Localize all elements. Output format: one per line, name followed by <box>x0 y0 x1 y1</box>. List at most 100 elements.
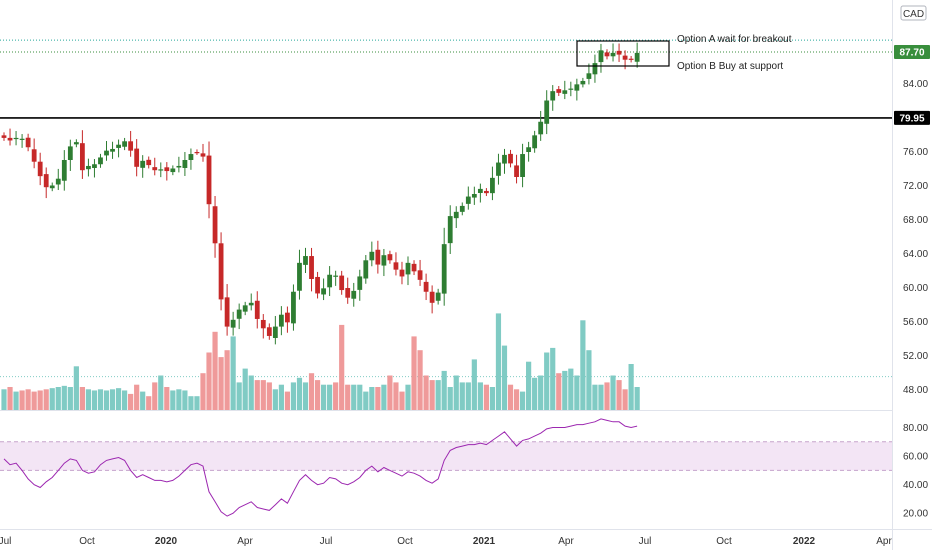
candle[interactable] <box>586 63 592 85</box>
candle[interactable] <box>272 315 278 345</box>
candle[interactable] <box>1 132 7 141</box>
candle[interactable] <box>550 85 556 111</box>
candle[interactable] <box>459 202 465 216</box>
candle[interactable] <box>188 148 194 170</box>
candle[interactable] <box>309 247 314 292</box>
candle[interactable] <box>556 85 562 96</box>
candle[interactable] <box>592 54 598 83</box>
candle[interactable] <box>79 130 85 179</box>
candle[interactable] <box>526 141 532 162</box>
candle[interactable] <box>37 152 43 186</box>
candle[interactable] <box>538 110 544 141</box>
candle[interactable] <box>254 291 260 329</box>
candle[interactable] <box>7 128 13 146</box>
annotation-box[interactable] <box>576 40 670 67</box>
candle[interactable] <box>532 130 538 153</box>
candle[interactable] <box>315 271 320 299</box>
candle[interactable] <box>634 42 640 68</box>
candle[interactable] <box>490 166 495 201</box>
candle[interactable] <box>158 162 164 178</box>
candle[interactable] <box>98 153 103 168</box>
candle[interactable] <box>134 139 140 177</box>
candle[interactable] <box>369 241 375 267</box>
candle[interactable] <box>393 252 399 276</box>
candle[interactable] <box>278 306 284 336</box>
candle[interactable] <box>502 148 507 174</box>
candle[interactable] <box>484 188 489 197</box>
candle[interactable] <box>453 206 459 229</box>
candle[interactable] <box>363 255 369 284</box>
candle[interactable] <box>520 143 525 188</box>
candle[interactable] <box>73 139 79 148</box>
candle[interactable] <box>285 306 290 333</box>
candle[interactable] <box>303 247 308 274</box>
candle[interactable] <box>423 273 429 301</box>
candle[interactable] <box>122 137 127 151</box>
candle[interactable] <box>568 81 574 97</box>
candle[interactable] <box>92 159 97 178</box>
candle[interactable] <box>176 156 182 173</box>
candle[interactable] <box>248 293 254 311</box>
candle[interactable] <box>61 150 67 191</box>
candle[interactable] <box>345 277 351 304</box>
candle[interactable] <box>146 156 152 169</box>
candle[interactable] <box>574 78 580 101</box>
candle[interactable] <box>429 285 435 314</box>
candle[interactable] <box>182 152 188 176</box>
annotation-option-a[interactable]: Option A wait for breakout <box>677 34 792 45</box>
candle[interactable] <box>477 183 483 203</box>
candle[interactable] <box>230 311 236 336</box>
candlesticks[interactable] <box>1 42 640 345</box>
candle[interactable] <box>496 153 501 185</box>
candle[interactable] <box>291 284 296 331</box>
candle[interactable] <box>327 266 333 297</box>
candle[interactable] <box>399 261 405 285</box>
candle[interactable] <box>116 139 121 158</box>
candle[interactable] <box>411 260 417 276</box>
candle[interactable] <box>13 131 19 146</box>
candle[interactable] <box>628 55 634 63</box>
candle[interactable] <box>19 134 25 148</box>
time-axis[interactable]: Jul Oct 2020 Apr Jul Oct 2021 Apr Jul Oct 2022 Apr <box>0 529 932 548</box>
candle[interactable] <box>375 240 381 274</box>
annotation-option-b[interactable]: Option B Buy at support <box>677 61 783 72</box>
candle[interactable] <box>110 141 115 159</box>
candle[interactable] <box>441 227 447 306</box>
candle[interactable] <box>128 130 134 157</box>
candle[interactable] <box>297 249 302 300</box>
candle[interactable] <box>417 259 423 286</box>
price-pane[interactable]: Option A wait for breakout Option B Buy … <box>0 34 892 410</box>
candle[interactable] <box>164 162 170 181</box>
candle[interactable] <box>598 43 604 73</box>
candle[interactable] <box>49 182 55 192</box>
candle[interactable] <box>447 205 453 254</box>
candle[interactable] <box>25 133 31 152</box>
candle[interactable] <box>104 141 109 161</box>
candle[interactable] <box>405 256 411 286</box>
candle[interactable] <box>31 138 37 169</box>
candle[interactable] <box>266 323 272 340</box>
candle[interactable] <box>465 186 471 210</box>
candle[interactable] <box>55 168 61 191</box>
currency-box[interactable] <box>900 5 927 21</box>
candle[interactable] <box>218 232 224 311</box>
candle[interactable] <box>544 90 550 135</box>
candle[interactable] <box>381 248 387 277</box>
candle[interactable] <box>471 186 477 205</box>
candle[interactable] <box>339 270 345 295</box>
candle[interactable] <box>333 270 339 286</box>
price-axis[interactable]: 88.0084.0080.0076.0072.0068.0064.0060.00… <box>892 0 931 550</box>
candle[interactable] <box>242 301 248 316</box>
candle[interactable] <box>86 158 91 177</box>
candle[interactable] <box>387 250 393 264</box>
candle[interactable] <box>562 80 568 100</box>
candle[interactable] <box>194 149 200 155</box>
candle[interactable] <box>514 154 519 184</box>
candle[interactable] <box>200 143 206 162</box>
candle[interactable] <box>170 165 176 176</box>
candle[interactable] <box>616 43 622 62</box>
candle[interactable] <box>236 303 242 330</box>
candle[interactable] <box>351 282 357 307</box>
candle[interactable] <box>508 149 513 168</box>
candle[interactable] <box>580 77 586 88</box>
